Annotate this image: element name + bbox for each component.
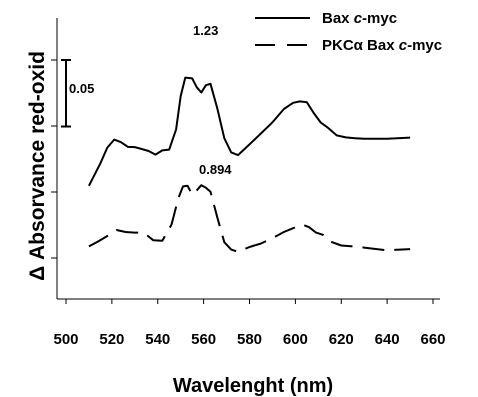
- scale-bar-label: 0.05: [69, 81, 94, 96]
- legend-entry: Bax c-myc: [322, 10, 397, 27]
- x-tick-label: 660: [420, 331, 445, 348]
- series-line-bax-c-myc: [88, 76, 411, 187]
- x-tick-label: 500: [53, 331, 78, 348]
- x-tick-label: 640: [375, 331, 400, 348]
- x-axis-label: Wavelenght (nm): [173, 375, 333, 397]
- peak-label: 1.23: [193, 23, 218, 38]
- series-group: [88, 76, 411, 253]
- y-axis-label: Δ Absorvance red-oxid: [26, 51, 49, 281]
- peak-labels: 1.23 0.894: [193, 23, 232, 177]
- x-tick-label: 560: [191, 331, 216, 348]
- legend-entry: PKCα Bax c-myc: [322, 37, 442, 54]
- scale-bar: 0.05: [61, 59, 94, 128]
- x-tick-label: 540: [145, 331, 170, 348]
- x-tick-label: 600: [283, 331, 308, 348]
- x-tick-label: 580: [237, 331, 262, 348]
- x-tick-label: 520: [99, 331, 124, 348]
- series-line-pkca-bax-c-myc: [88, 184, 411, 253]
- legend: Bax c-myc PKCα Bax c-myc: [255, 10, 442, 54]
- x-tick-label: 620: [329, 331, 354, 348]
- axes: 500 520 540 560 580 600 620 640 660: [51, 18, 446, 348]
- peak-label: 0.894: [199, 162, 232, 177]
